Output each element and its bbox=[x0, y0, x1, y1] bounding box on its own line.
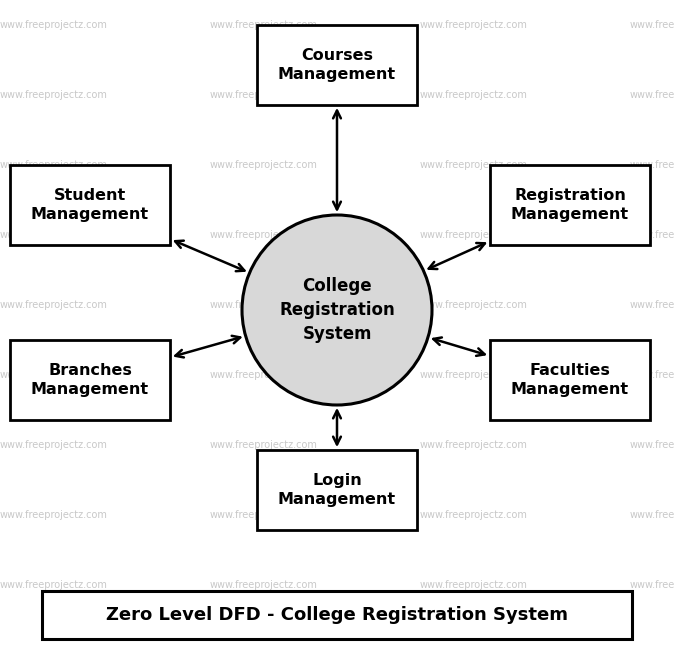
Text: Zero Level DFD - College Registration System: Zero Level DFD - College Registration Sy… bbox=[106, 606, 568, 624]
Text: www.freeprojectz.com: www.freeprojectz.com bbox=[420, 90, 528, 100]
Text: www.freeprojectz.com: www.freeprojectz.com bbox=[630, 20, 675, 30]
Text: www.freeprojectz.com: www.freeprojectz.com bbox=[210, 90, 318, 100]
Text: www.freeprojectz.com: www.freeprojectz.com bbox=[630, 90, 675, 100]
Text: www.freeprojectz.com: www.freeprojectz.com bbox=[0, 230, 108, 240]
Bar bbox=[490, 340, 650, 420]
Text: Branches
Management: Branches Management bbox=[31, 363, 149, 398]
Text: www.freeprojectz.com: www.freeprojectz.com bbox=[630, 510, 675, 520]
FancyArrowPatch shape bbox=[433, 338, 485, 356]
Text: www.freeprojectz.com: www.freeprojectz.com bbox=[420, 160, 528, 170]
Text: www.freeprojectz.com: www.freeprojectz.com bbox=[210, 300, 318, 310]
FancyArrowPatch shape bbox=[175, 241, 244, 271]
Text: www.freeprojectz.com: www.freeprojectz.com bbox=[630, 370, 675, 380]
Text: www.freeprojectz.com: www.freeprojectz.com bbox=[630, 580, 675, 590]
Text: www.freeprojectz.com: www.freeprojectz.com bbox=[420, 580, 528, 590]
Text: www.freeprojectz.com: www.freeprojectz.com bbox=[630, 230, 675, 240]
Text: www.freeprojectz.com: www.freeprojectz.com bbox=[210, 230, 318, 240]
Text: Courses
Management: Courses Management bbox=[278, 48, 396, 82]
Bar bbox=[10, 165, 170, 245]
Text: www.freeprojectz.com: www.freeprojectz.com bbox=[210, 160, 318, 170]
Text: College
Registration
System: College Registration System bbox=[279, 277, 395, 342]
Bar bbox=[42, 591, 632, 639]
Text: www.freeprojectz.com: www.freeprojectz.com bbox=[210, 510, 318, 520]
Text: www.freeprojectz.com: www.freeprojectz.com bbox=[420, 300, 528, 310]
Text: www.freeprojectz.com: www.freeprojectz.com bbox=[0, 440, 108, 450]
FancyArrowPatch shape bbox=[429, 243, 485, 269]
Text: Registration
Management: Registration Management bbox=[511, 188, 629, 222]
Text: www.freeprojectz.com: www.freeprojectz.com bbox=[0, 300, 108, 310]
Text: www.freeprojectz.com: www.freeprojectz.com bbox=[0, 580, 108, 590]
Text: www.freeprojectz.com: www.freeprojectz.com bbox=[630, 300, 675, 310]
Text: www.freeprojectz.com: www.freeprojectz.com bbox=[0, 20, 108, 30]
Bar bbox=[10, 340, 170, 420]
Text: www.freeprojectz.com: www.freeprojectz.com bbox=[210, 440, 318, 450]
Text: Student
Management: Student Management bbox=[31, 188, 149, 222]
Text: www.freeprojectz.com: www.freeprojectz.com bbox=[210, 580, 318, 590]
Text: www.freeprojectz.com: www.freeprojectz.com bbox=[630, 160, 675, 170]
Text: Login
Management: Login Management bbox=[278, 473, 396, 507]
Circle shape bbox=[242, 215, 432, 405]
Text: www.freeprojectz.com: www.freeprojectz.com bbox=[210, 370, 318, 380]
Text: www.freeprojectz.com: www.freeprojectz.com bbox=[420, 510, 528, 520]
Text: www.freeprojectz.com: www.freeprojectz.com bbox=[630, 440, 675, 450]
Text: www.freeprojectz.com: www.freeprojectz.com bbox=[420, 370, 528, 380]
Text: www.freeprojectz.com: www.freeprojectz.com bbox=[420, 20, 528, 30]
Bar bbox=[257, 450, 417, 530]
Text: www.freeprojectz.com: www.freeprojectz.com bbox=[0, 160, 108, 170]
Text: Faculties
Management: Faculties Management bbox=[511, 363, 629, 398]
FancyArrowPatch shape bbox=[176, 336, 240, 357]
Text: www.freeprojectz.com: www.freeprojectz.com bbox=[0, 510, 108, 520]
Text: www.freeprojectz.com: www.freeprojectz.com bbox=[420, 440, 528, 450]
Bar bbox=[257, 25, 417, 105]
Text: www.freeprojectz.com: www.freeprojectz.com bbox=[210, 20, 318, 30]
FancyArrowPatch shape bbox=[333, 111, 341, 209]
Text: www.freeprojectz.com: www.freeprojectz.com bbox=[0, 370, 108, 380]
Text: www.freeprojectz.com: www.freeprojectz.com bbox=[420, 230, 528, 240]
FancyArrowPatch shape bbox=[333, 411, 341, 445]
Text: www.freeprojectz.com: www.freeprojectz.com bbox=[0, 90, 108, 100]
Bar bbox=[490, 165, 650, 245]
